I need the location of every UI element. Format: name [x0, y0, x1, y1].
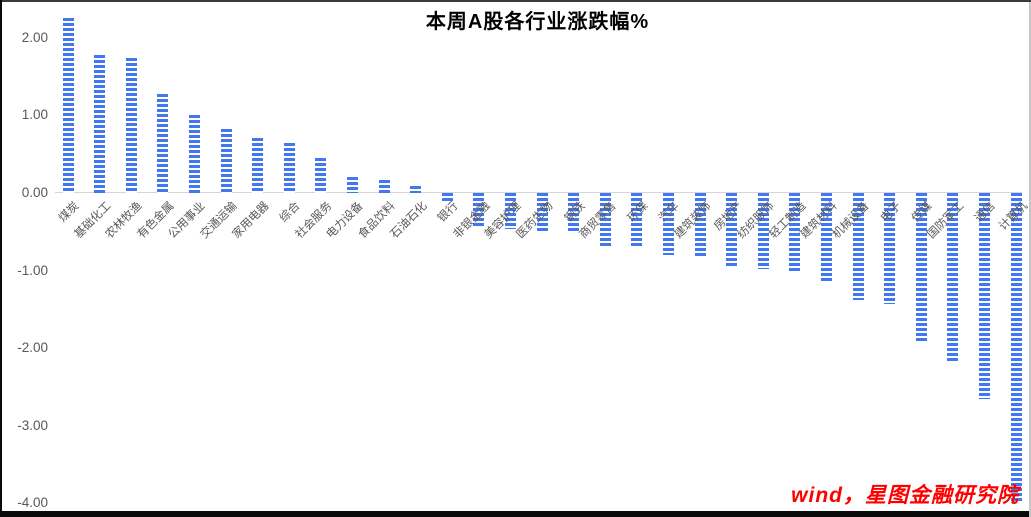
bar-银行 — [441, 193, 453, 204]
y-axis-tick-label: -1.00 — [17, 262, 48, 278]
bar-计算机 — [1010, 193, 1022, 502]
category-label-钢铁: 钢铁 — [562, 200, 588, 225]
bar-综合 — [283, 142, 295, 193]
bar-社会服务 — [315, 158, 327, 193]
y-axis-tick-label: -2.00 — [17, 340, 48, 356]
bar-传媒 — [915, 193, 927, 343]
category-label-煤炭: 煤炭 — [56, 200, 82, 225]
bar-非银金融 — [473, 193, 485, 228]
y-axis-tick-label: -4.00 — [17, 495, 48, 511]
bar-汽车 — [662, 193, 674, 256]
bar-房地产 — [726, 193, 738, 267]
y-axis-tick-label: -3.00 — [17, 417, 48, 433]
bar-食品饮料 — [378, 179, 390, 193]
watermark-text: wind，星图金融研究院 — [791, 484, 1019, 507]
bar-国防军工 — [947, 193, 959, 361]
bar-通信 — [978, 193, 990, 400]
bar-美容护理 — [504, 193, 516, 230]
bar-电子 — [884, 193, 896, 304]
bar-农林牧渔 — [125, 57, 137, 193]
bar-煤炭 — [62, 17, 74, 193]
bar-交通运输 — [220, 129, 232, 193]
bar-纺织服饰 — [757, 193, 769, 270]
bar-公用事业 — [188, 114, 200, 193]
bar-商贸零售 — [599, 193, 611, 247]
bar-基础化工 — [94, 54, 106, 193]
bar-机械设备 — [852, 193, 864, 301]
bar-钢铁 — [568, 193, 580, 232]
category-label-电子: 电子 — [878, 200, 904, 225]
zero-axis-line — [55, 192, 1022, 193]
chart-title: 本周A股各行业涨跌幅% — [425, 11, 650, 33]
category-label-环保: 环保 — [625, 200, 651, 225]
frame-edge-right — [1029, 2, 1031, 517]
bar-环保 — [631, 193, 643, 248]
bar-建筑装饰 — [694, 193, 706, 257]
bar-电力设备 — [346, 176, 358, 193]
y-axis-tick-label: 2.00 — [21, 29, 48, 45]
y-axis-tick-label: 0.00 — [21, 185, 48, 200]
frame-edge-left — [0, 0, 2, 517]
bar-家用电器 — [252, 137, 264, 193]
bar-医药生物 — [536, 193, 548, 232]
y-axis-tick-label: 1.00 — [21, 107, 48, 123]
bar-有色金属 — [157, 94, 169, 193]
category-label-综合: 综合 — [277, 200, 303, 225]
bar-建筑材料 — [820, 193, 832, 281]
frame-edge-top — [0, 0, 1031, 2]
bar-石油石化 — [410, 186, 422, 193]
bar-轻工制造 — [789, 193, 801, 271]
frame-edge-bottom — [0, 511, 1031, 517]
category-label-银行: 银行 — [435, 200, 461, 225]
category-label-传媒: 传媒 — [909, 200, 935, 225]
